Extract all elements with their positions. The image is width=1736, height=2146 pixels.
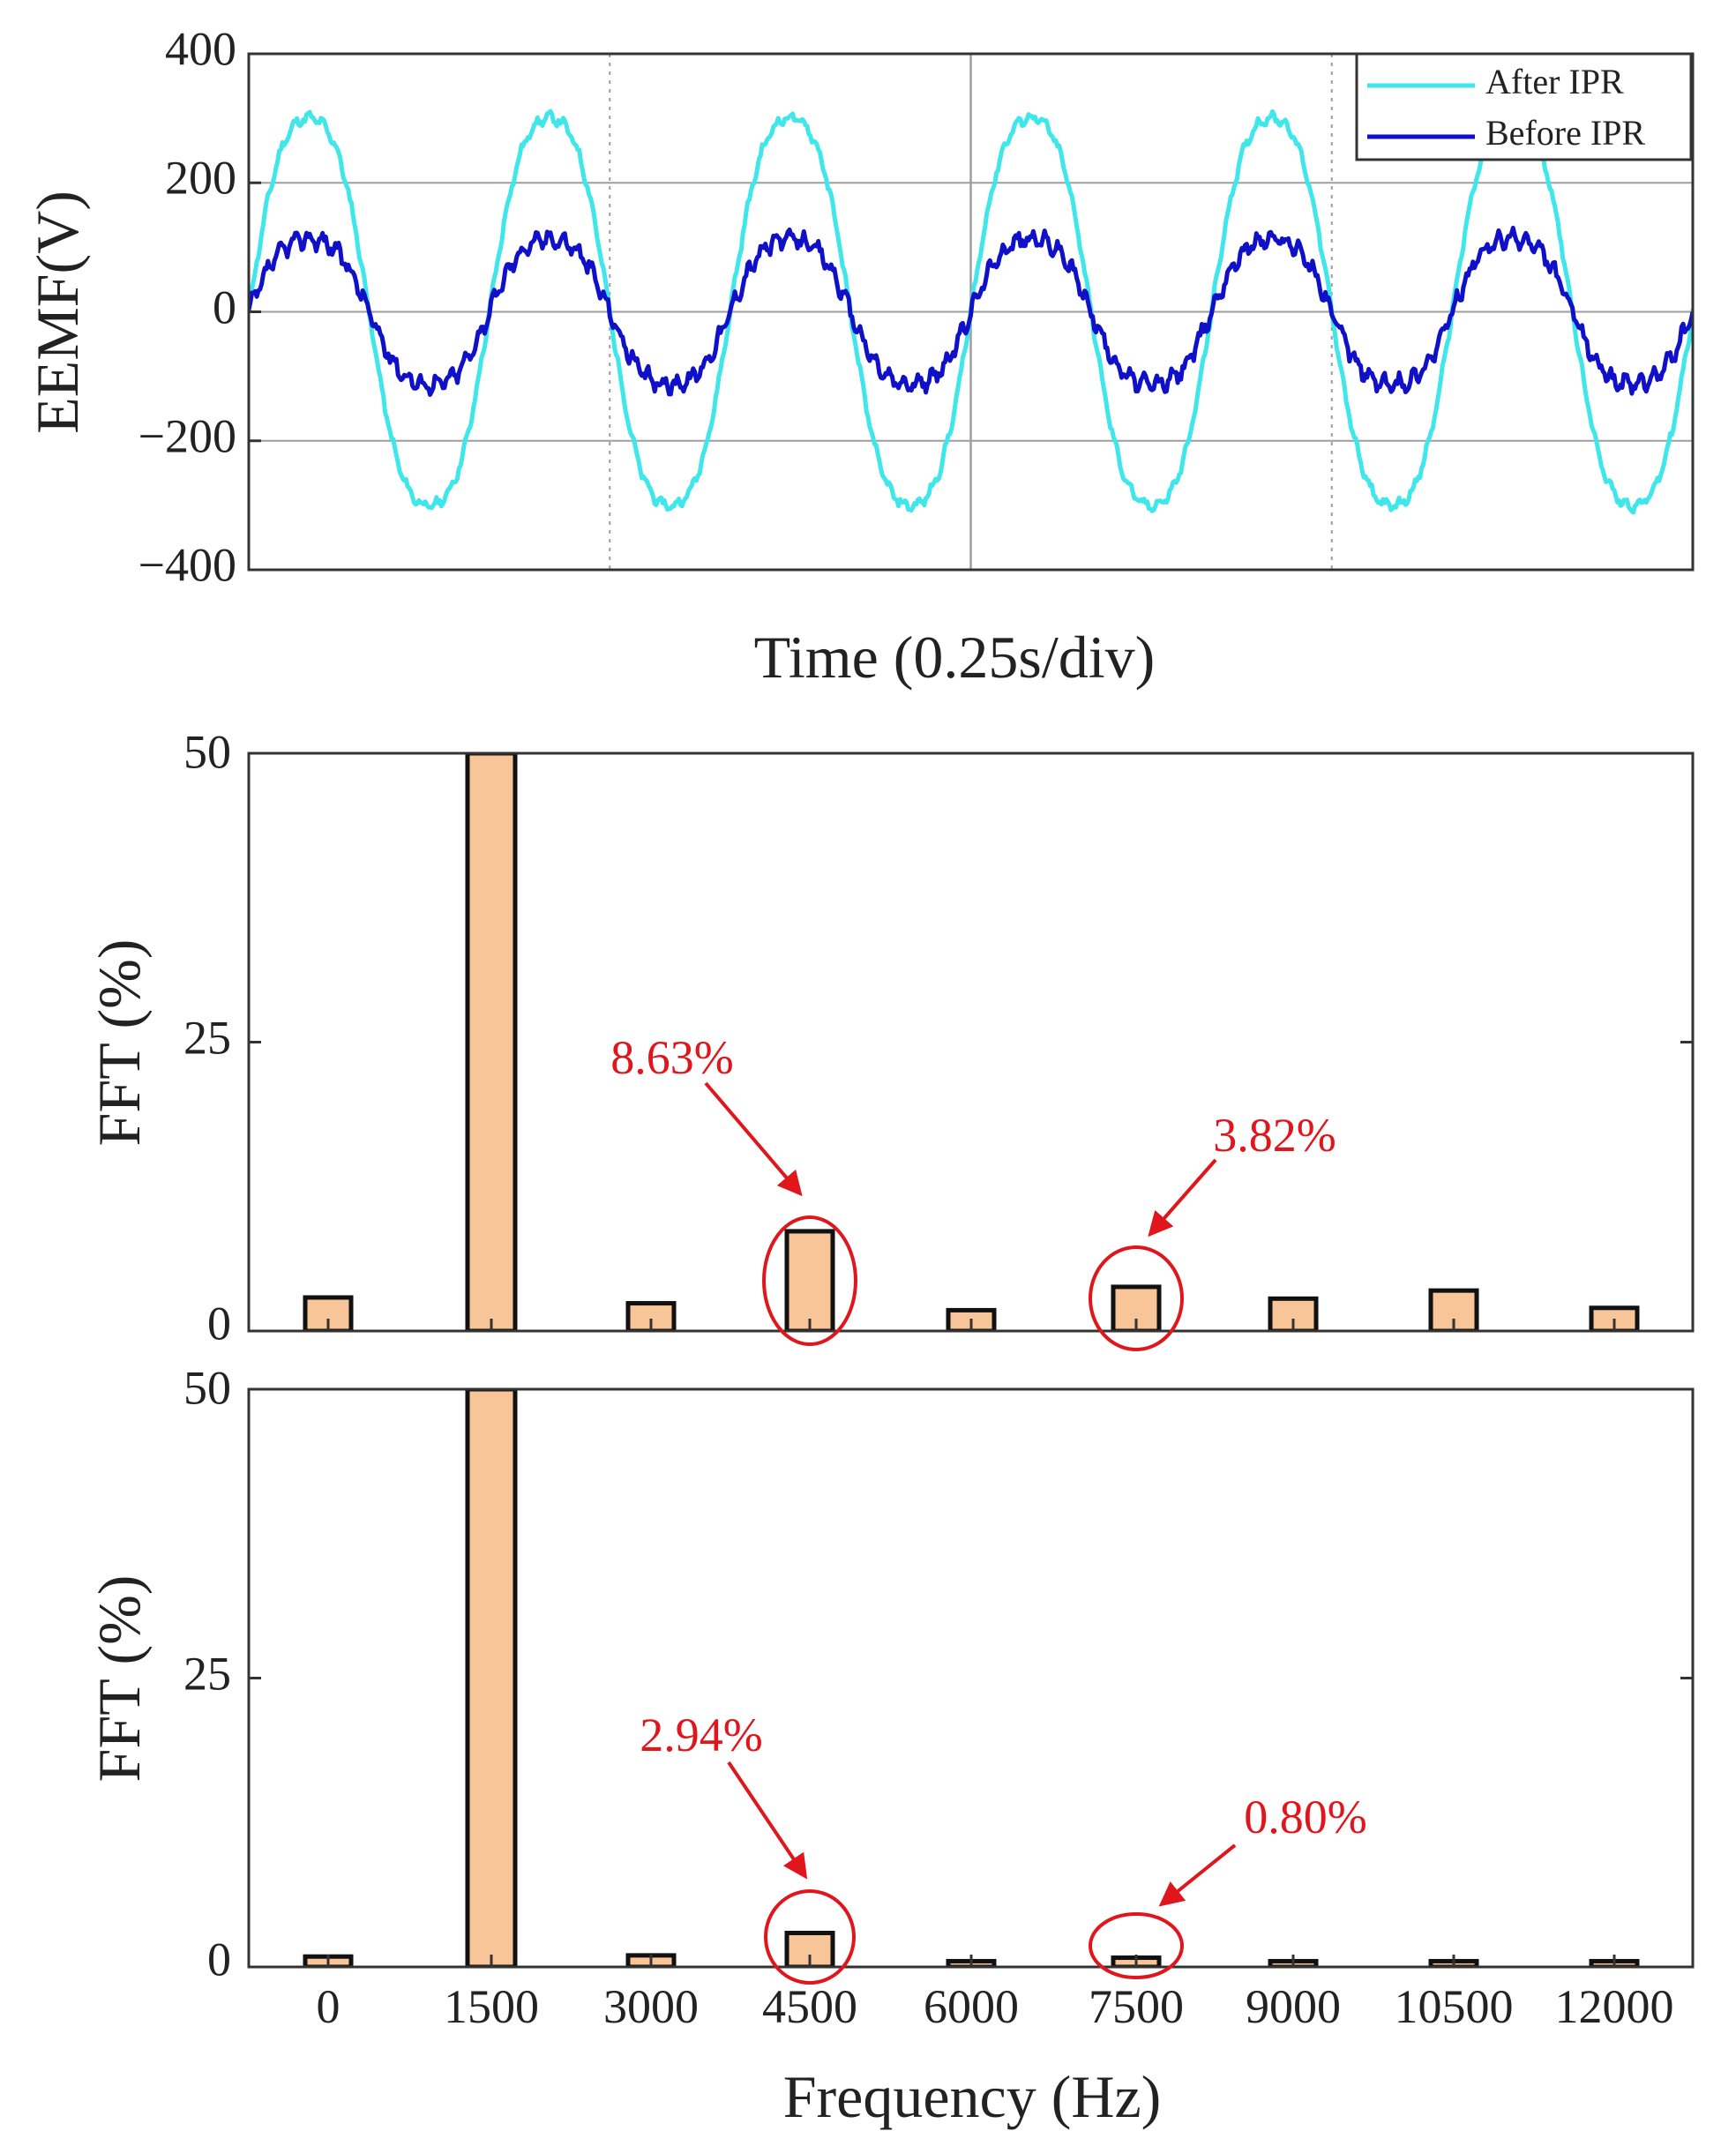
- annotation-3-82: 3.82%: [1089, 1109, 1336, 1351]
- annotation-text: 3.82%: [1213, 1109, 1336, 1162]
- mid-y-tick-label: 25: [183, 1011, 231, 1064]
- bar-1500: [465, 753, 518, 1331]
- legend-box: [1355, 52, 1693, 161]
- top-y-tick-label: 400: [165, 22, 236, 75]
- bot-ticks: [249, 1387, 1693, 1969]
- top-legend: After IPR Before IPR: [1355, 52, 1693, 161]
- x-tick-label-3000: 3000: [603, 1980, 699, 2033]
- top-y-tick-label: −400: [138, 538, 236, 591]
- annotation-text: 0.80%: [1244, 1791, 1366, 1843]
- top-y-tick-label: 200: [165, 151, 236, 204]
- fft-after-chart: 50 25 0 FFT (%) Frequency (Hz) 2.94% 0.8…: [86, 1361, 1695, 2130]
- annotation-arrow: [1158, 1843, 1237, 1907]
- annotation-0-80: 0.80%: [1089, 1791, 1367, 1979]
- fft-before-chart: 50 25 0 FFT (%) 8.63% 3.82%: [86, 725, 1695, 1351]
- bar-1500: [465, 1389, 518, 1967]
- bot-y-axis-label: FFT (%): [86, 1575, 153, 1783]
- x-tick-label-7500: 7500: [1089, 1980, 1184, 2033]
- mid-bars: [303, 753, 1640, 1331]
- eemf-waveform-chart: 400 200 0 −200 −400 EEMF(V) Time (0.25s/…: [24, 22, 1695, 691]
- mid-y-tick-label: 50: [183, 725, 231, 778]
- x-tick-label-9000: 9000: [1246, 1980, 1341, 2033]
- x-tick-label-12000: 12000: [1555, 1980, 1674, 2033]
- bot-y-tick-label: 0: [207, 1933, 231, 1985]
- before-ipr-series-line: [249, 225, 1693, 397]
- annotation-circle: [762, 1215, 857, 1346]
- x-category-labels: 0 1500 3000 4500 6000 7500 9000 10500 12000: [317, 1980, 1674, 2033]
- legend-label-before-ipr: Before IPR: [1485, 113, 1645, 153]
- x-tick-label-10500: 10500: [1395, 1980, 1514, 2033]
- top-y-tick-label: −200: [138, 409, 236, 462]
- annotation-circle: [1089, 1245, 1184, 1351]
- top-x-axis-label: Time (0.25s/div): [754, 624, 1156, 691]
- annotation-arrow: [704, 1081, 803, 1197]
- x-tick-label-0: 0: [317, 1980, 340, 2033]
- annotation-2-94: 2.94%: [640, 1709, 856, 1985]
- annotation-8-63: 8.63%: [610, 1031, 857, 1346]
- top-y-ticks: [249, 52, 261, 572]
- top-y-axis-label: EEMF(V): [24, 191, 91, 434]
- x-tick-label-1500: 1500: [444, 1980, 539, 2033]
- x-tick-label-4500: 4500: [762, 1980, 857, 2033]
- annotation-circle: [764, 1889, 856, 1985]
- annotation-text: 8.63%: [610, 1031, 733, 1084]
- bot-y-tick-label: 25: [183, 1647, 231, 1700]
- bot-x-axis-label: Frequency (Hz): [783, 2063, 1162, 2130]
- bar-7500: [1111, 1284, 1162, 1331]
- annotation-circle: [1089, 1912, 1184, 1979]
- legend-label-after-ipr: After IPR: [1485, 62, 1624, 101]
- bot-y-tick-label: 50: [183, 1361, 231, 1414]
- top-y-tick-label: 0: [213, 280, 236, 333]
- mid-y-axis-label: FFT (%): [86, 939, 153, 1147]
- annotation-text: 2.94%: [640, 1709, 762, 1761]
- annotation-arrow: [1148, 1158, 1217, 1238]
- bot-bars: [303, 1389, 1640, 1967]
- mid-ticks: [249, 751, 1693, 1333]
- mid-y-tick-label: 0: [207, 1297, 231, 1350]
- bar-4500: [784, 1229, 835, 1331]
- x-tick-label-6000: 6000: [924, 1980, 1019, 2033]
- annotation-arrow: [727, 1761, 808, 1880]
